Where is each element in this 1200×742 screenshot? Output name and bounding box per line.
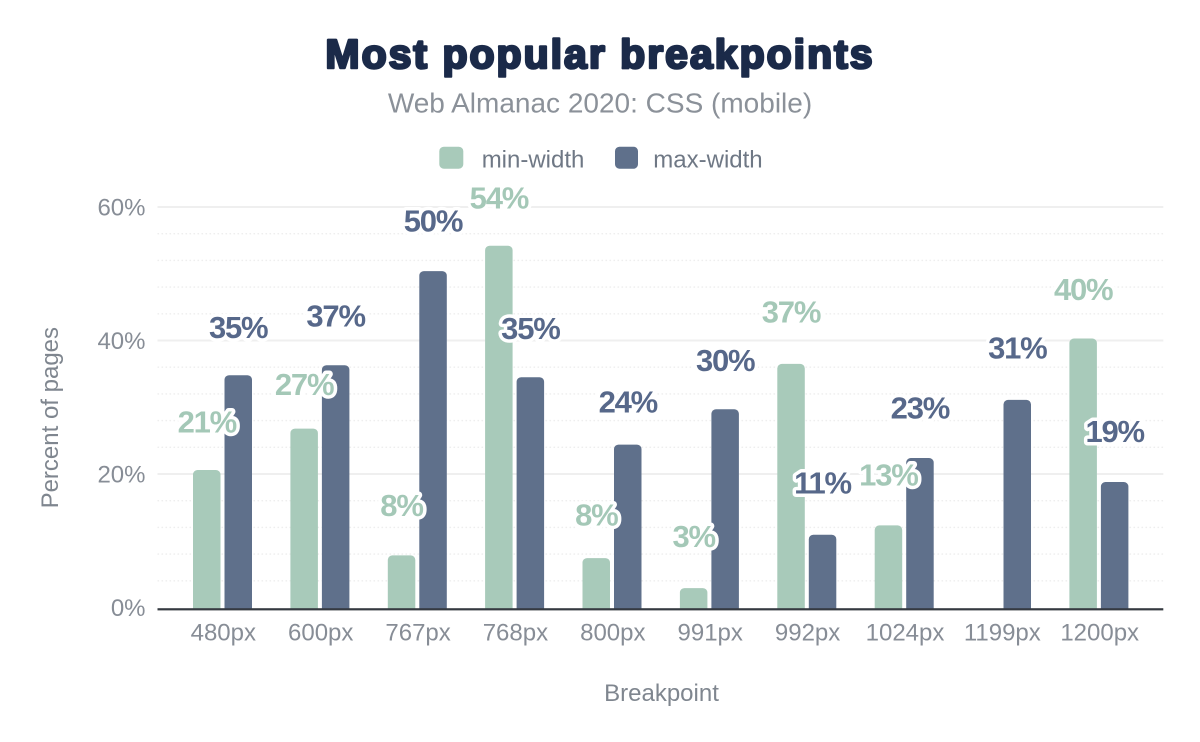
svg-text:37%: 37% [306,298,365,333]
svg-text:480px: 480px [191,620,256,647]
svg-text:21%: 21% [178,405,237,440]
svg-text:8%: 8% [575,498,618,533]
svg-text:Percent of pages: Percent of pages [37,327,64,508]
svg-text:40%: 40% [97,328,145,355]
svg-text:8%: 8% [380,488,423,523]
svg-text:0%: 0% [111,595,146,622]
svg-text:35%: 35% [209,310,268,345]
svg-text:Breakpoint: Breakpoint [604,680,719,707]
svg-text:19%: 19% [1085,414,1144,449]
svg-text:27%: 27% [275,367,334,402]
svg-text:24%: 24% [599,384,658,419]
svg-text:Web Almanac 2020: CSS (mobile): Web Almanac 2020: CSS (mobile) [388,88,812,119]
svg-text:767px: 767px [385,620,450,647]
svg-text:1024px: 1024px [866,620,945,647]
svg-text:800px: 800px [580,620,645,647]
svg-text:1200px: 1200px [1060,620,1139,647]
svg-text:31%: 31% [988,330,1047,365]
svg-text:11%: 11% [794,466,851,501]
svg-text:35%: 35% [501,311,560,346]
svg-text:23%: 23% [891,391,950,426]
svg-text:600px: 600px [288,620,353,647]
svg-text:768px: 768px [483,620,548,647]
svg-text:60%: 60% [97,194,145,221]
svg-text:1199px: 1199px [964,620,1041,647]
svg-text:max-width: max-width [653,147,762,174]
svg-text:991px: 991px [678,620,743,647]
svg-text:992px: 992px [775,620,840,647]
svg-text:13%: 13% [859,457,918,492]
svg-text:50%: 50% [404,204,463,239]
svg-text:min-width: min-width [482,147,585,174]
svg-text:30%: 30% [696,343,755,378]
svg-text:3%: 3% [672,519,715,554]
svg-text:37%: 37% [762,295,821,330]
svg-text:54%: 54% [470,181,529,216]
svg-text:Most popular breakpoints: Most popular breakpoints [325,31,874,77]
svg-text:20%: 20% [97,461,145,488]
svg-text:40%: 40% [1054,272,1113,307]
